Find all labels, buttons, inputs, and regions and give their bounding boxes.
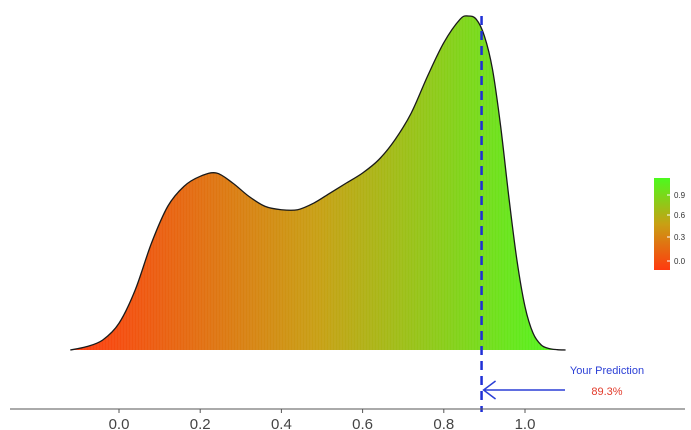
annotation-value: 89.3% (591, 386, 622, 398)
colorbar-labels: 0.9 0.6 0.3 0.0 (667, 191, 686, 266)
density-area (70, 15, 566, 350)
density-outline (70, 15, 566, 351)
x-tick-label: 0.0 (109, 416, 130, 430)
x-tick-label: 1.0 (515, 416, 536, 430)
colorbar-label: 0.0 (674, 257, 686, 266)
colorbar-legend: 0.9 0.6 0.3 0.0 (654, 178, 686, 270)
x-tick-label: 0.8 (433, 416, 454, 430)
colorbar-label: 0.9 (674, 191, 686, 200)
plot-area (70, 15, 566, 351)
x-tick-label: 0.2 (190, 416, 211, 430)
colorbar (654, 178, 670, 270)
prediction-annotation: Your Prediction 89.3% (482, 365, 644, 400)
colorbar-label: 0.6 (674, 211, 686, 220)
annotation-arrow (482, 380, 565, 400)
x-axis-ticks: 0.0 0.2 0.4 0.6 0.8 1.0 (109, 409, 536, 430)
x-tick-label: 0.6 (352, 416, 373, 430)
annotation-title: Your Prediction (570, 365, 644, 377)
colorbar-label: 0.3 (674, 233, 686, 242)
x-tick-label: 0.4 (271, 416, 292, 430)
